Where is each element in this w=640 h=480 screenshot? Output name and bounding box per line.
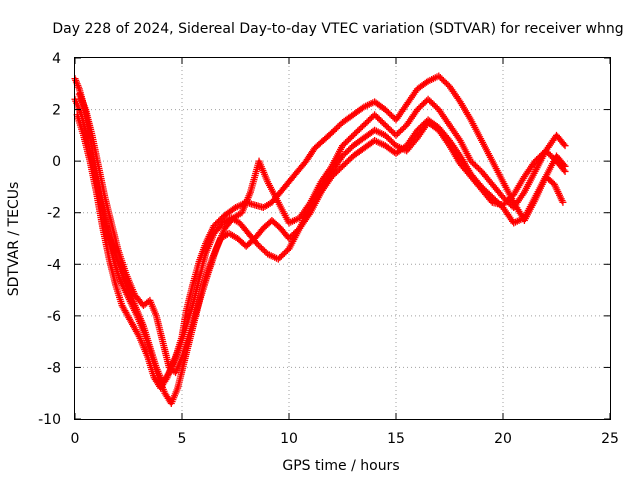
y-tick-label: 2	[52, 103, 61, 119]
x-axis-label: GPS time / hours	[282, 458, 399, 474]
y-tick-label: -8	[47, 360, 61, 376]
plot-frame	[74, 57, 611, 420]
data-point	[559, 198, 567, 206]
y-tick-label: 0	[52, 154, 61, 170]
x-tick-label: 25	[601, 431, 619, 447]
data-point	[560, 166, 568, 174]
x-tick-label: 0	[71, 431, 80, 447]
y-tick-label: -4	[47, 257, 61, 273]
x-tick-label: 5	[178, 431, 187, 447]
tick-layer: 0 5 10 15 20 25 -10 -8 -6 -4 -2 0 2 4	[38, 51, 619, 447]
y-tick-label: -6	[47, 309, 61, 325]
x-tick-label: 20	[494, 431, 512, 447]
x-tick-label: 15	[387, 431, 405, 447]
y-tick-label: -2	[47, 206, 61, 222]
y-tick-label: 4	[52, 51, 61, 67]
x-tick-label: 10	[280, 431, 298, 447]
data-point	[561, 142, 569, 150]
data-point	[561, 167, 569, 175]
data-point	[560, 140, 568, 148]
y-axis-label: SDTVAR / TECUs	[6, 182, 22, 297]
data-marks	[71, 72, 569, 408]
y-tick-label: -10	[38, 412, 61, 428]
series-track-c	[73, 111, 567, 392]
chart-title: Day 228 of 2024, Sidereal Day-to-day VTE…	[52, 21, 623, 37]
series-track-d	[75, 90, 569, 377]
